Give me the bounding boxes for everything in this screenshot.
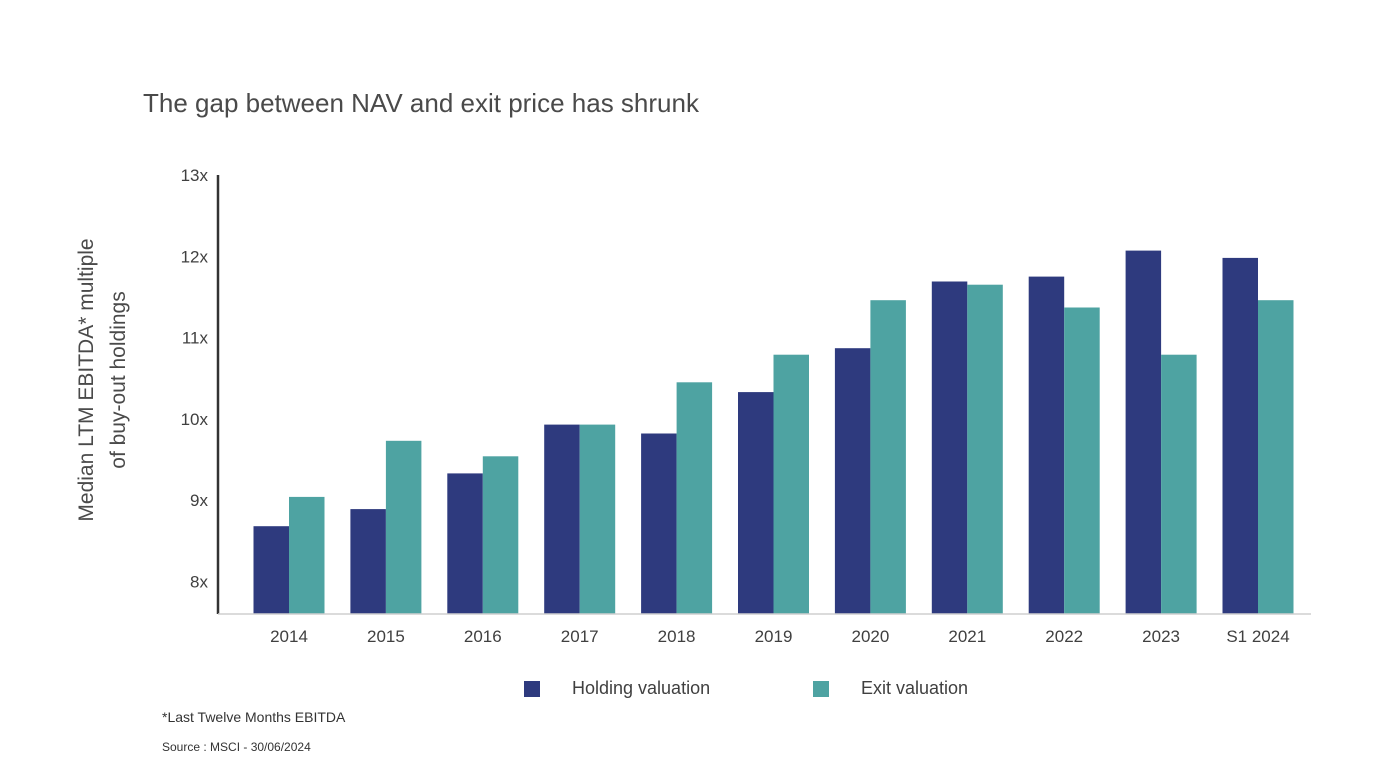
legend-label-exit: Exit valuation [861,678,969,698]
y-tick-label: 12x [181,247,209,266]
bar-exit-2023 [1161,354,1197,614]
axes-group [216,175,1311,615]
bar-exit-2021 [967,284,1003,614]
y-tick-label: 11x [182,329,209,348]
x-tick-label: 2017 [561,627,599,646]
x-tick-label: 2023 [1142,627,1180,646]
footnote: *Last Twelve Months EBITDA [162,709,346,725]
x-tick-label: 2016 [464,627,502,646]
y-tick-label: 13x [181,166,209,185]
legend-swatch-exit [813,680,829,697]
legend-item-holding: Holding valuation [524,678,710,699]
y-tick-label: 10x [181,410,209,429]
x-tick-label: 2021 [948,627,986,646]
x-tick-label: 2019 [755,627,793,646]
bar-holding-2015 [350,509,386,614]
bar-holding-2023 [1125,250,1162,614]
x-tick-label: S1 2024 [1226,627,1289,646]
bar-holding-2019 [738,392,774,614]
x-ticks-group: 2014 2015 2016 2017 2018 2019 2020 2021 2022 2023… [270,627,1290,646]
bar-holding-2020 [834,348,871,614]
bar-holding-2018 [641,433,677,614]
bar-holding-2021 [931,281,968,614]
y-tick-label: 9x [190,491,208,510]
bars-group [253,250,1294,614]
bar-exit-2022 [1064,307,1100,614]
bar-exit-2018 [676,382,713,614]
legend-item-exit: Exit valuation [813,678,968,699]
x-tick-label: 2015 [367,627,405,646]
y-tick-label: 8x [190,573,208,592]
legend-label-holding: Holding valuation [572,678,711,698]
bar-exit-2016 [482,456,519,614]
bar-exit-2019 [773,354,809,614]
bar-exit-2015 [385,440,422,614]
source-note: Source : MSCI - 30/06/2024 [162,740,311,754]
x-tick-label: 2018 [658,627,696,646]
x-tick-label: 2014 [270,627,308,646]
bar-exit-2017 [579,424,616,614]
bar-holding-2022 [1028,276,1065,614]
bar-holding-2017 [544,424,580,614]
bar-holding-2014 [253,526,289,614]
bar-exit-2020 [870,300,906,614]
bar-holding-2016 [447,473,483,614]
bar-holding-s1-2024 [1222,257,1258,614]
chart-title: The gap between NAV and exit price has s… [143,88,699,118]
x-tick-label: 2022 [1045,627,1083,646]
y-ticks-group: 8x 9x 10x 11x 12x 13x [181,166,209,592]
bar-exit-s1-2024 [1258,300,1294,614]
bar-exit-2014 [289,496,325,614]
x-tick-label: 2020 [851,627,889,646]
legend-swatch-holding [524,680,540,697]
